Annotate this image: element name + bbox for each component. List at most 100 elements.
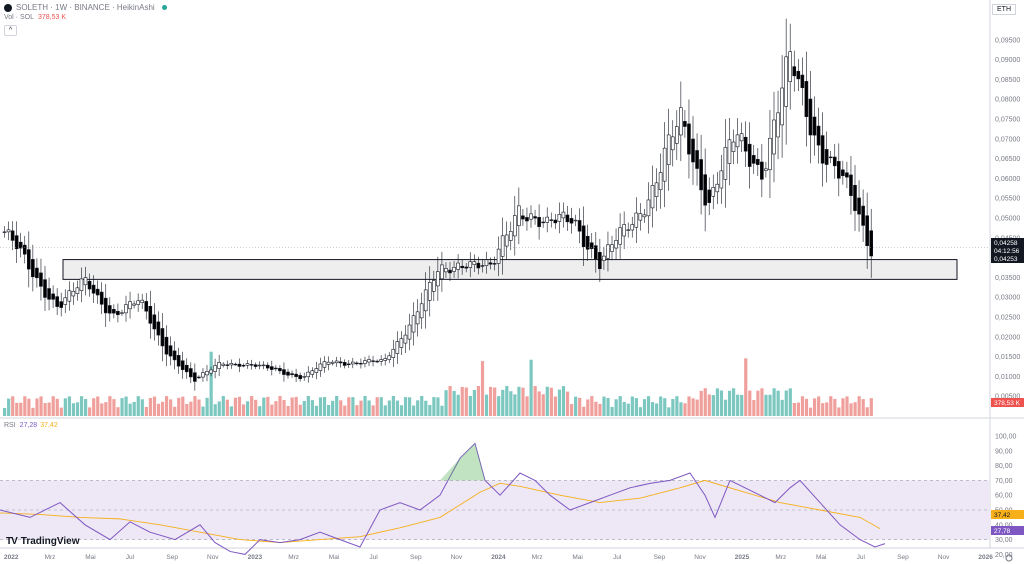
volume-bar — [845, 396, 849, 416]
candle-body — [715, 183, 720, 193]
down-candle — [796, 59, 801, 92]
candle-body — [225, 364, 230, 366]
candle-body — [399, 338, 404, 348]
up-candle — [456, 254, 460, 279]
volume-bar — [116, 407, 120, 416]
volume-bar — [148, 398, 152, 416]
rsi-axis[interactable]: 20,0030,0040,0050,0060,0070,0080,0090,00… — [995, 434, 1017, 559]
price-tick-label: 0,01000 — [995, 374, 1020, 381]
volume-bar — [132, 401, 136, 416]
time-tick-label: Mrz — [45, 554, 56, 561]
volume-bar — [642, 399, 647, 416]
down-candle — [747, 122, 752, 189]
rsi-tick-label: 100,00 — [995, 434, 1017, 441]
volume-bar — [140, 399, 144, 416]
candle-body — [743, 136, 748, 152]
candle-body — [727, 139, 732, 164]
down-candle — [108, 297, 112, 322]
up-candle — [666, 108, 671, 191]
candle-body — [6, 229, 11, 233]
symbol-legend[interactable]: SOLETH · 1W · BINANCE · HeikinAshi — [4, 3, 167, 12]
settings-icon[interactable] — [1005, 554, 1013, 562]
volume-legend[interactable]: Vol · SOL 378,53 K — [4, 14, 66, 21]
volume-bar — [574, 396, 578, 416]
candle-body — [375, 360, 379, 363]
volume-bar — [67, 396, 71, 416]
up-candle — [674, 110, 679, 160]
up-candle — [618, 213, 622, 259]
candle-body — [71, 290, 76, 297]
volume-bar — [691, 398, 695, 416]
volume-bar — [420, 396, 424, 416]
down-candle — [176, 347, 181, 374]
price-axis[interactable]: 0,00500 0,01000 0,01500 0,02000 0,02500 0,030… — [995, 37, 1020, 400]
down-candle — [355, 361, 359, 366]
candle-body — [237, 363, 242, 367]
down-candle — [14, 221, 19, 264]
candle-body — [577, 220, 582, 232]
down-candle — [691, 116, 695, 185]
candle-body — [148, 305, 153, 324]
up-candle — [383, 353, 388, 366]
up-candle — [638, 203, 643, 231]
currency-label[interactable]: ETH — [992, 4, 1016, 15]
volume-bar — [205, 397, 209, 416]
candle-body — [853, 184, 857, 211]
down-candle — [31, 244, 35, 292]
candle-body — [841, 169, 845, 176]
volume-bar — [517, 386, 521, 416]
candle-body — [464, 266, 469, 269]
down-candle — [290, 370, 294, 378]
volume-bar — [322, 397, 327, 416]
market-open-icon — [161, 5, 167, 10]
down-candle — [342, 359, 347, 369]
up-candle — [444, 262, 448, 278]
volume-bar — [703, 388, 707, 416]
volume-bar — [375, 397, 379, 416]
rsi-tick-label: 60,00 — [995, 493, 1013, 500]
rsi-legend[interactable]: RSI 27,28 37,42 — [4, 422, 58, 429]
up-candle — [436, 256, 440, 301]
candle-body — [780, 87, 784, 126]
up-candle — [367, 355, 371, 366]
down-candle — [589, 233, 594, 259]
candle-body — [189, 368, 193, 378]
up-candle — [508, 221, 513, 251]
candle-body — [739, 133, 744, 142]
up-candle — [739, 122, 744, 153]
volume-bar — [428, 405, 432, 416]
up-candle — [517, 187, 521, 245]
volume-bar — [294, 396, 298, 416]
collapse-legend-button[interactable]: ^ — [4, 25, 17, 36]
time-tick-label: 2025 — [735, 554, 750, 561]
down-candle — [51, 285, 55, 308]
volume-bar — [185, 403, 189, 416]
up-candle — [201, 368, 205, 382]
candle-body — [484, 259, 489, 266]
up-candle — [784, 18, 788, 145]
candle-body — [476, 262, 481, 269]
volume-bar — [79, 396, 84, 416]
candle-body — [589, 242, 594, 249]
volume-bar — [128, 403, 132, 416]
volume-bar — [47, 402, 51, 416]
down-candle — [492, 256, 497, 271]
down-candle — [18, 232, 23, 258]
up-candle — [662, 122, 667, 208]
time-axis[interactable]: 2022 Mrz Mai Jul Sep Nov 2023 Mrz Mai Jul Sep Nov 20… — [4, 554, 1013, 562]
volume-bar — [618, 396, 622, 416]
candle-body — [784, 56, 788, 107]
volume-bar — [602, 396, 606, 416]
down-candle — [375, 359, 379, 364]
volume-bar — [651, 402, 655, 416]
candle-body — [585, 235, 590, 250]
down-candle — [598, 239, 602, 283]
candle-body — [869, 230, 874, 257]
volume-bar — [493, 387, 497, 416]
tradingview-logo[interactable]: TV TradingView — [6, 536, 80, 547]
volume-bar — [525, 396, 529, 416]
candle-body — [857, 197, 861, 215]
candle-body — [723, 147, 728, 180]
down-candle — [278, 365, 282, 374]
